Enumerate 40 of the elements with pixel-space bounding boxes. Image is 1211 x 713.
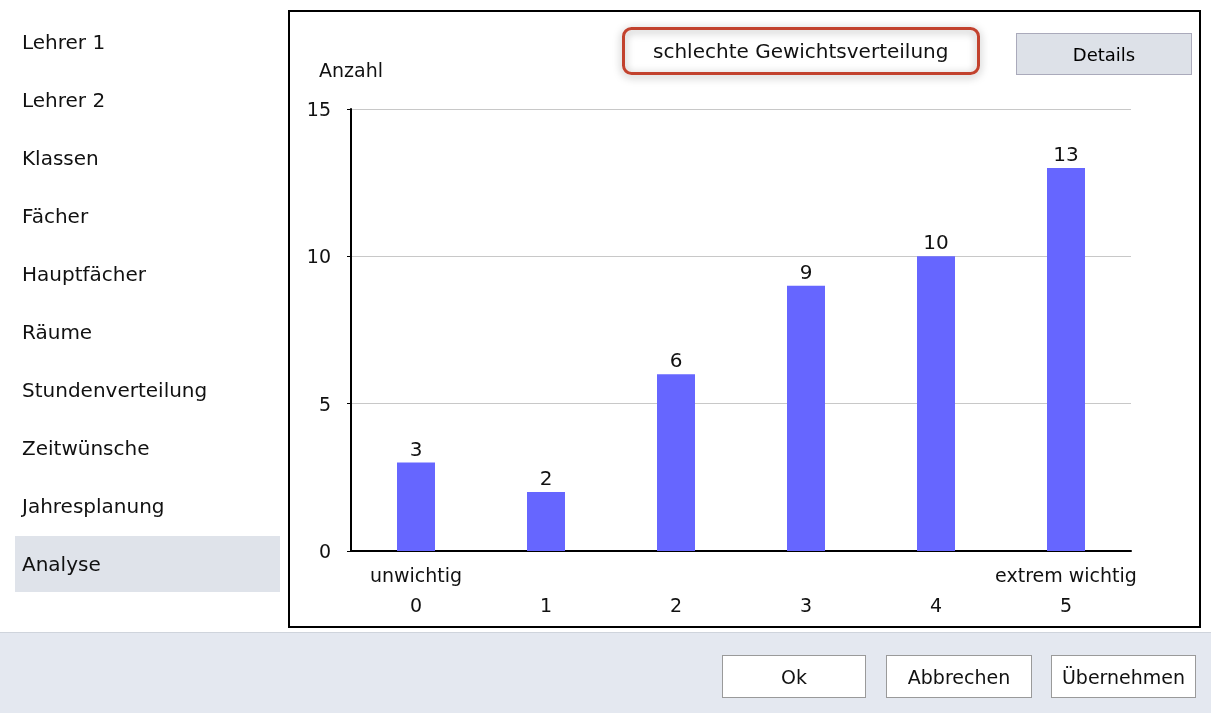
x-tick-label: 5 (1059, 593, 1073, 616)
bar (917, 256, 955, 551)
data-label: 13 (1053, 141, 1079, 166)
text: Abbrechen (886, 655, 1032, 698)
y-tick-label: 15 (306, 98, 331, 120)
x-tick-label: 0 (409, 593, 423, 616)
text: Räume (21, 319, 94, 346)
text: extrem wichtig (995, 563, 1137, 586)
text: Analyse (15, 536, 280, 592)
y-tick-label: 5 (318, 392, 331, 415)
bar (1047, 167, 1085, 551)
text: Lehrer 1 (21, 29, 107, 56)
data-label: 10 (923, 230, 949, 255)
y-axis-title: Anzahl (319, 58, 383, 81)
y-tick-label: 10 (306, 245, 331, 268)
chart-title: schlechte Gewichtsverteilung (653, 39, 949, 63)
text: Ok (722, 655, 866, 698)
x-tick-label: 1 (539, 593, 553, 616)
text: Klassen (21, 145, 100, 172)
bar (657, 374, 695, 551)
bar (397, 462, 435, 551)
data-label: 6 (669, 348, 683, 373)
text: Stundenverteilung (21, 377, 209, 404)
x-tick-label: 3 (799, 593, 813, 616)
text: unwichtig (369, 563, 463, 586)
data-label: 3 (409, 436, 423, 461)
text: Fächer (21, 203, 90, 230)
x-tick-label: 4 (929, 593, 943, 616)
text: Hauptfächer (21, 261, 147, 288)
text: Lehrer 2 (21, 87, 107, 114)
bar (787, 285, 825, 551)
text: Details (1016, 33, 1192, 75)
text: Zeitwünsche (21, 435, 151, 462)
y-tick-label: 0 (318, 540, 331, 562)
data-label: 9 (799, 259, 813, 284)
text: Jahresplanung (20, 493, 166, 520)
bar (527, 492, 565, 551)
x-tick-label: 2 (669, 593, 683, 616)
text: Übernehmen (1051, 655, 1196, 698)
data-label: 2 (539, 466, 553, 491)
